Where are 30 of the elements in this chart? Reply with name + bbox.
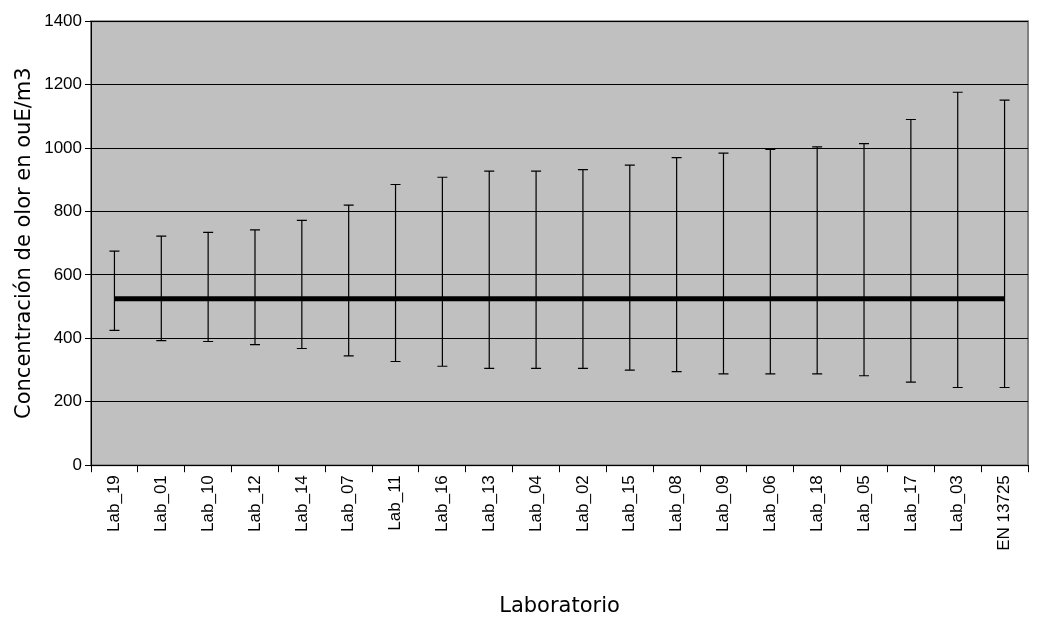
x-tick-label: Lab_16 [432,475,452,532]
x-tick-label: Lab_13 [478,475,498,532]
y-tick-label: 0 [72,454,83,474]
y-tick-label: 200 [53,391,83,411]
x-tick-label: Lab_03 [947,475,967,532]
x-tick-label: Lab_04 [525,475,545,532]
y-tick-label: 800 [53,201,83,221]
x-tick-label: Lab_11 [385,475,405,531]
x-tick-label: Lab_09 [713,475,733,532]
x-tick-label: Lab_15 [619,475,639,532]
y-tick-label: 400 [53,328,83,348]
x-tick-label: Lab_02 [572,475,592,532]
x-tick-label: Lab_19 [104,475,124,532]
x-axis-title: Laboratorio [499,592,620,617]
x-tick-label: Lab_01 [150,475,170,532]
y-tick-label: 600 [53,264,83,284]
x-tick-label: Lab_10 [197,475,217,532]
x-tick-label: Lab_14 [291,475,311,532]
x-tick-label: EN 13725 [994,475,1014,551]
x-tick-label: Lab_18 [806,475,826,532]
x-tick-label: Lab_05 [853,475,873,532]
x-tick-label: Lab_17 [900,475,920,532]
x-tick-label: Lab_06 [760,475,780,532]
x-tick-label: Lab_12 [244,475,264,532]
x-tick-label: Lab_07 [338,475,358,532]
y-axis-title: Concentración de olor en ouE/m3 [11,67,36,419]
y-tick-label: 1200 [44,74,83,94]
x-tick-label: Lab_08 [666,475,686,532]
y-tick-label: 1000 [44,137,83,157]
y-tick-label: 1400 [44,10,83,30]
